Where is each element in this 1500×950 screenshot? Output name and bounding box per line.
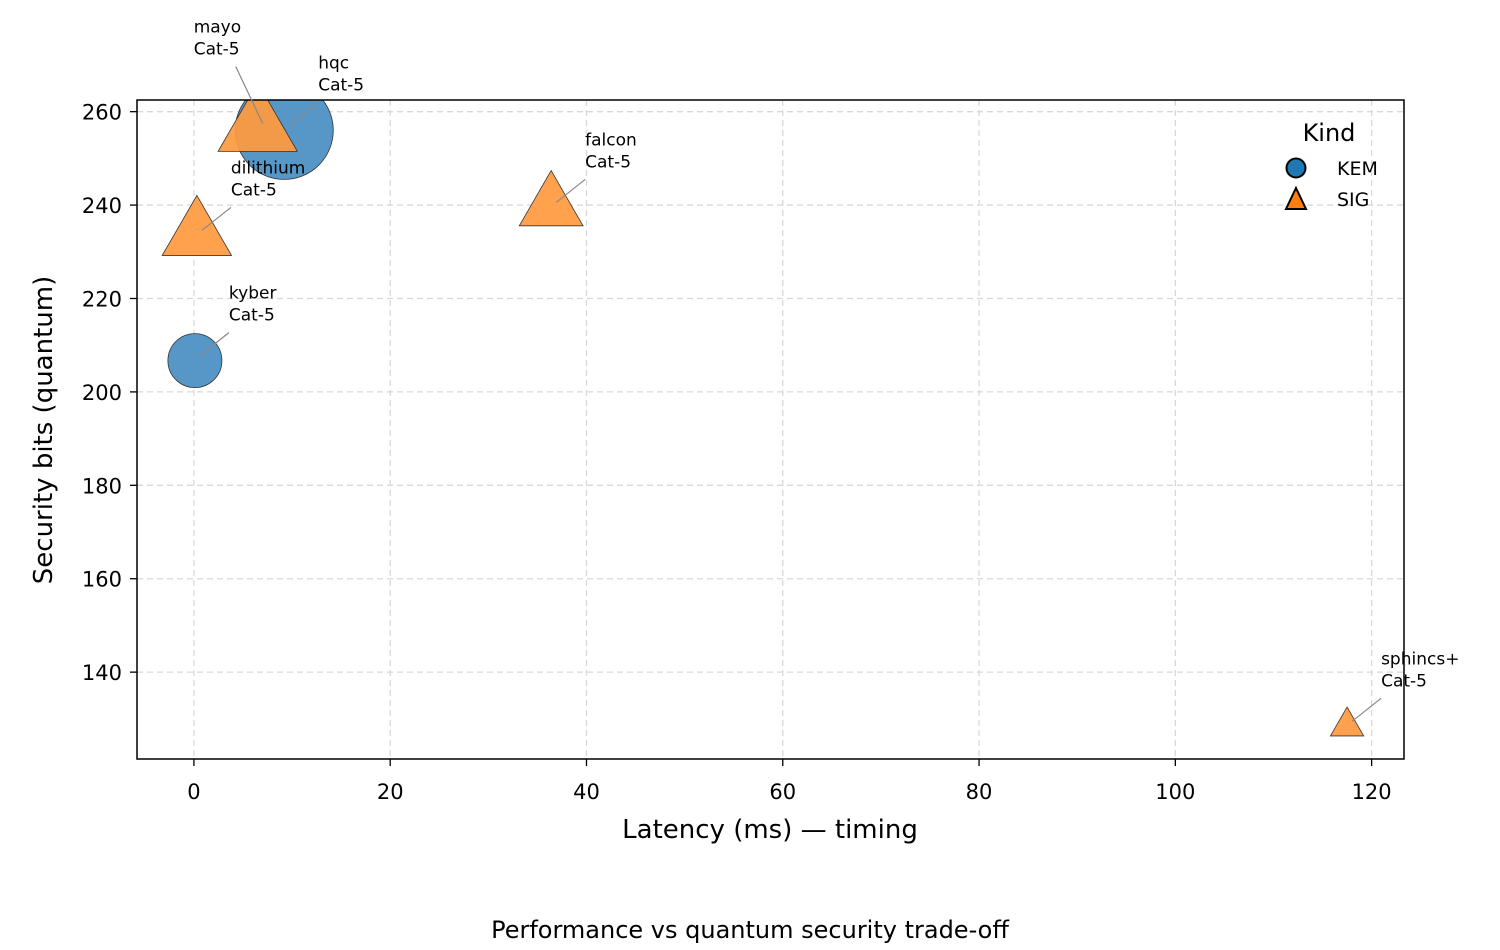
legend: Kind KEM SIG bbox=[1284, 119, 1378, 211]
kem-point-kyber bbox=[167, 333, 223, 389]
x-tick-label: 120 bbox=[1352, 780, 1392, 804]
y-axis-label: Security bits (quantum) bbox=[29, 276, 59, 584]
annotation-leader-falcon bbox=[555, 178, 586, 203]
y-tick-label: 180 bbox=[82, 474, 122, 498]
sig-point-mayo bbox=[217, 100, 299, 152]
y-tick-label: 240 bbox=[82, 194, 122, 218]
legend-sig-label: SIG bbox=[1337, 189, 1369, 211]
annotation-leader-dilithium bbox=[201, 206, 232, 231]
annotation-category-mayo: Cat-5 bbox=[194, 39, 240, 59]
annotation-leader-mayo bbox=[235, 66, 264, 124]
data-points bbox=[161, 100, 1365, 737]
annotation-name-falcon: falcon bbox=[585, 130, 637, 150]
legend-kem-marker bbox=[1285, 157, 1307, 179]
annotation-category-sphincs+: Cat-5 bbox=[1381, 671, 1427, 691]
sig-point-sphincs+ bbox=[1329, 706, 1365, 737]
legend-kem-label: KEM bbox=[1337, 158, 1378, 180]
x-tick-label: 0 bbox=[187, 780, 200, 804]
sig-point-dilithium bbox=[161, 194, 233, 256]
x-tick-label: 80 bbox=[966, 780, 993, 804]
x-axis-label: Latency (ms) — timing bbox=[622, 815, 918, 845]
annotation-name-hqc: hqc bbox=[318, 53, 349, 73]
annotation-leader-hqc bbox=[288, 101, 319, 126]
legend-title: Kind bbox=[1303, 119, 1356, 147]
annotation-leader-sphincs+ bbox=[1351, 697, 1382, 722]
point-annotations: hqcCat-5kyberCat-5dilithiumCat-5mayoCat-… bbox=[194, 17, 1459, 722]
annotation-name-mayo: mayo bbox=[194, 17, 241, 37]
annotation-category-hqc: Cat-5 bbox=[318, 75, 364, 95]
plot-frame bbox=[136, 99, 1405, 760]
annotation-category-dilithium: Cat-5 bbox=[231, 180, 277, 200]
annotation-category-falcon: Cat-5 bbox=[585, 152, 631, 172]
x-tick-label: 40 bbox=[573, 780, 600, 804]
y-tick-label: 260 bbox=[82, 101, 122, 125]
annotation-name-kyber: kyber bbox=[229, 284, 277, 304]
annotation-name-dilithium: dilithium bbox=[231, 158, 305, 178]
annotation-name-sphincs+: sphincs+ bbox=[1381, 649, 1459, 669]
sig-point-falcon bbox=[518, 169, 584, 227]
grid-lines bbox=[137, 100, 1404, 759]
y-tick-label: 200 bbox=[82, 381, 122, 405]
x-tick-label: 60 bbox=[769, 780, 796, 804]
legend-sig-marker bbox=[1284, 185, 1308, 210]
plot-background bbox=[137, 100, 1404, 759]
axis-ticks: 0 20 40 60 80 100 120 140 160 180 200 220 240 260 bbox=[82, 101, 1392, 804]
x-tick-label: 20 bbox=[377, 780, 404, 804]
annotation-category-kyber: Cat-5 bbox=[229, 306, 275, 326]
figure-caption: Performance vs quantum security trade-of… bbox=[491, 916, 1009, 944]
y-tick-label: 220 bbox=[82, 287, 122, 311]
y-tick-label: 140 bbox=[82, 661, 122, 685]
x-tick-label: 100 bbox=[1155, 780, 1195, 804]
annotation-leader-kyber bbox=[199, 332, 230, 357]
y-tick-label: 160 bbox=[82, 568, 122, 592]
